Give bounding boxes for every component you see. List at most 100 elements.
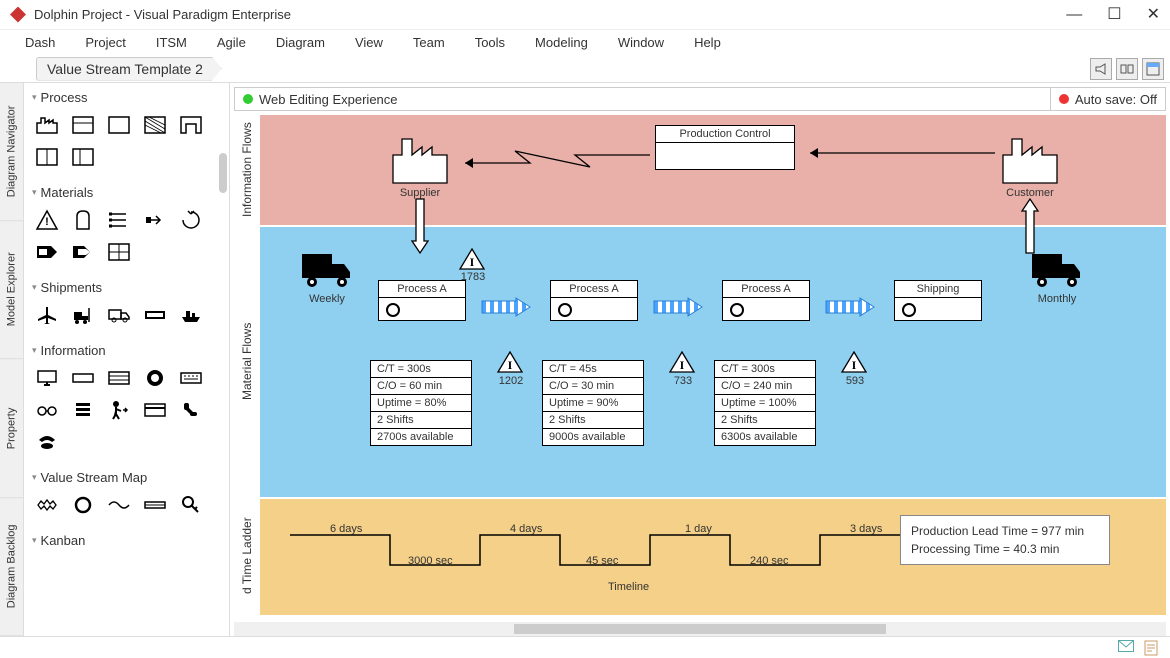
data-block-3[interactable]: C/T = 300s C/O = 240 min Uptime = 100% 2… [714, 360, 816, 446]
push-arrow-3[interactable] [826, 298, 872, 314]
status-right-text[interactable]: Auto save: Off [1075, 92, 1157, 107]
picon-monitor[interactable] [36, 367, 58, 389]
picon-wave[interactable] [108, 494, 130, 516]
picon-tag-arrow[interactable] [36, 241, 58, 263]
timeline-steps[interactable] [290, 517, 900, 580]
doc-icon[interactable] [1144, 640, 1160, 656]
menu-team[interactable]: Team [398, 32, 460, 53]
supplier-factory[interactable] [390, 135, 450, 185]
picon-halfsplit[interactable] [72, 146, 94, 168]
process-box-1[interactable]: Process A [378, 280, 466, 321]
picon-circle-bold[interactable] [72, 494, 94, 516]
menu-project[interactable]: Project [70, 32, 140, 53]
process-box-3[interactable]: Process A [722, 280, 810, 321]
close-button[interactable]: ✕ [1147, 7, 1160, 23]
picon-container[interactable] [144, 304, 166, 326]
process-box-shipping[interactable]: Shipping [894, 280, 982, 321]
maximize-button[interactable]: ☐ [1107, 7, 1121, 23]
horizontal-scrollbar[interactable] [234, 622, 1166, 636]
mail-icon[interactable] [1118, 640, 1134, 656]
vtab-model-explorer[interactable]: Model Explorer [0, 221, 23, 359]
truck-monthly[interactable] [1030, 250, 1084, 293]
data-block-2[interactable]: C/T = 45s C/O = 30 min Uptime = 90% 2 Sh… [542, 360, 644, 446]
down-arrow-supplier[interactable] [410, 197, 430, 258]
toolbtn-layout[interactable] [1116, 58, 1138, 80]
picon-card[interactable] [144, 399, 166, 421]
picon-rect-lines[interactable] [108, 367, 130, 389]
info-arrow-left[interactable] [455, 145, 655, 178]
vtab-diagram-navigator[interactable]: Diagram Navigator [0, 83, 23, 221]
picon-burst[interactable] [36, 494, 58, 516]
menu-help[interactable]: Help [679, 32, 736, 53]
menu-diagram[interactable]: Diagram [261, 32, 340, 53]
menu-itsm[interactable]: ITSM [141, 32, 202, 53]
truck-weekly[interactable] [300, 250, 354, 293]
picon-factory[interactable] [36, 114, 58, 136]
timeline-summary[interactable]: Production Lead Time = 977 min Processin… [900, 515, 1110, 565]
palette-header-process[interactable]: Process [32, 87, 221, 108]
picon-bar[interactable] [144, 494, 166, 516]
picon-tombstone[interactable] [72, 209, 94, 231]
data-row: C/T = 300s [371, 361, 471, 378]
picon-truck-outline[interactable] [108, 304, 130, 326]
picon-hatched[interactable] [144, 114, 166, 136]
truck-weekly-label: Weekly [300, 293, 354, 305]
toolbtn-panel[interactable] [1142, 58, 1164, 80]
picon-circle-arrow[interactable] [180, 209, 202, 231]
picon-glasses[interactable] [36, 399, 58, 421]
up-arrow-customer[interactable] [1020, 197, 1040, 258]
menu-modeling[interactable]: Modeling [520, 32, 603, 53]
picon-keyboard[interactable] [180, 367, 202, 389]
data-row: 2 Shifts [715, 412, 815, 429]
picon-process-box[interactable] [72, 114, 94, 136]
palette-header-kanban[interactable]: Kanban [32, 530, 221, 551]
picon-double-tag[interactable] [72, 241, 94, 263]
picon-phone-old[interactable] [36, 431, 58, 453]
picon-circle-filled[interactable] [144, 367, 166, 389]
tl-lower-3: 240 sec [750, 555, 789, 567]
picon-split[interactable] [36, 146, 58, 168]
push-arrow-1[interactable] [482, 298, 528, 314]
picon-grid[interactable] [108, 241, 130, 263]
menu-dash[interactable]: Dash [10, 32, 70, 53]
breadcrumb[interactable]: Value Stream Template 2 [36, 57, 222, 81]
status-left-text: Web Editing Experience [259, 92, 398, 107]
picon-plane[interactable] [36, 304, 58, 326]
menu-agile[interactable]: Agile [202, 32, 261, 53]
inventory-tri-1[interactable]: I [458, 247, 486, 271]
data-block-1[interactable]: C/T = 300s C/O = 60 min Uptime = 80% 2 S… [370, 360, 472, 446]
picon-ship[interactable] [180, 304, 202, 326]
inventory-tri-3[interactable]: I [668, 350, 696, 374]
diagram-canvas[interactable]: Supplier Customer Production Control [260, 115, 1166, 622]
picon-triangle-warn[interactable]: ! [36, 209, 58, 231]
picon-arch[interactable] [180, 114, 202, 136]
minimize-button[interactable]: — [1066, 7, 1082, 23]
customer-factory[interactable] [1000, 135, 1060, 185]
picon-phone[interactable] [180, 399, 202, 421]
picon-person-go[interactable] [108, 399, 130, 421]
palette-header-materials[interactable]: Materials [32, 182, 221, 203]
picon-forklift[interactable] [72, 304, 94, 326]
palette-header-shipments[interactable]: Shipments [32, 277, 221, 298]
menu-view[interactable]: View [340, 32, 398, 53]
inventory-tri-4[interactable]: I [840, 350, 868, 374]
vtab-diagram-backlog[interactable]: Diagram Backlog [0, 498, 23, 636]
picon-rect[interactable] [108, 114, 130, 136]
palette-header-information[interactable]: Information [32, 340, 221, 361]
picon-rect-thin[interactable] [72, 367, 94, 389]
vtab-property[interactable]: Property [0, 360, 23, 498]
production-control-box[interactable]: Production Control [655, 125, 795, 170]
menu-window[interactable]: Window [603, 32, 679, 53]
push-arrow-2[interactable] [654, 298, 700, 314]
picon-lines[interactable] [108, 209, 130, 231]
picon-key[interactable] [180, 494, 202, 516]
picon-stack[interactable] [72, 399, 94, 421]
process-box-2[interactable]: Process A [550, 280, 638, 321]
inventory-tri-2[interactable]: I [496, 350, 524, 374]
menu-tools[interactable]: Tools [460, 32, 520, 53]
info-arrow-right[interactable] [800, 143, 1000, 166]
toolbtn-announce[interactable] [1090, 58, 1112, 80]
palette-header-vsm[interactable]: Value Stream Map [32, 467, 221, 488]
picon-small-arrow[interactable] [144, 209, 166, 231]
palette-scrollbar[interactable] [219, 153, 227, 193]
